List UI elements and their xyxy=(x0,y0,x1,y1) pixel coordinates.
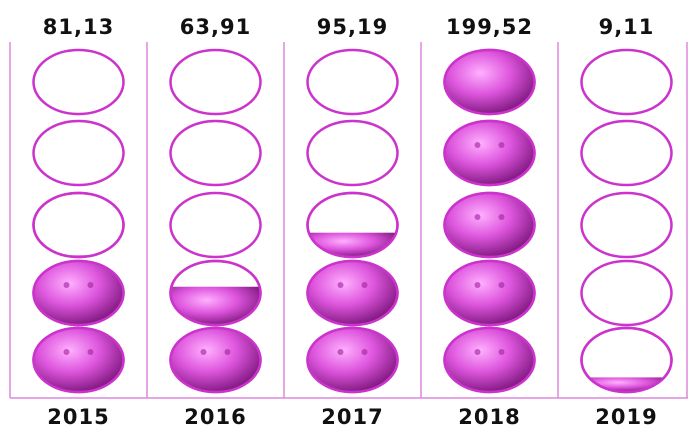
icon-fill xyxy=(170,328,261,392)
icon-rim xyxy=(306,259,399,327)
icon-fill xyxy=(33,328,124,392)
icon-outline xyxy=(580,48,673,116)
icon-rim xyxy=(169,326,262,394)
value-label: 63,91 xyxy=(180,15,251,39)
icon-fill xyxy=(444,193,535,257)
icon-rim xyxy=(443,48,536,116)
icon-fill xyxy=(581,377,672,392)
icon-eye xyxy=(87,282,94,288)
icon-outline xyxy=(169,48,262,116)
icon-eye xyxy=(337,282,344,288)
icon-eye xyxy=(87,349,94,355)
icon-eye xyxy=(474,142,481,148)
icon-fill xyxy=(444,328,535,392)
icon-fill xyxy=(444,261,535,325)
value-label: 199,52 xyxy=(446,15,533,39)
icon-eye xyxy=(474,214,481,220)
icon-eye xyxy=(498,214,505,220)
icon-rim xyxy=(443,191,536,259)
x-tick-label: 2017 xyxy=(321,405,383,429)
x-tick-label: 2019 xyxy=(595,405,657,429)
icon-outline xyxy=(169,119,262,187)
icon-rim xyxy=(443,119,536,187)
icon-fill xyxy=(33,261,124,325)
icon-fill xyxy=(307,232,398,257)
icon-eye xyxy=(498,349,505,355)
icon-eye xyxy=(63,349,70,355)
icon-fill xyxy=(307,328,398,392)
icon-eye xyxy=(224,349,231,355)
icon-eye xyxy=(498,142,505,148)
x-tick-label: 2016 xyxy=(184,405,246,429)
icon-rim xyxy=(32,259,125,327)
icon-eye xyxy=(337,349,344,355)
icon-eye xyxy=(498,282,505,288)
icon-rim xyxy=(169,259,262,327)
x-tick-label: 2015 xyxy=(47,405,109,429)
icon-fill xyxy=(444,50,535,114)
icon-eye xyxy=(200,349,207,355)
icon-fill xyxy=(170,286,261,325)
icon-outline xyxy=(580,191,673,259)
icon-outline xyxy=(580,119,673,187)
icon-rim xyxy=(32,191,125,259)
icon-rim xyxy=(443,326,536,394)
icon-outline xyxy=(580,259,673,327)
icon-eye xyxy=(474,349,481,355)
icon-rim xyxy=(32,326,125,394)
icon-rim xyxy=(580,326,673,394)
icon-rim xyxy=(306,326,399,394)
icon-fill xyxy=(444,121,535,185)
icon-eye xyxy=(361,282,368,288)
icon-outline xyxy=(306,48,399,116)
icon-outline xyxy=(32,119,125,187)
value-label: 81,13 xyxy=(43,15,114,39)
value-label: 9,11 xyxy=(599,15,655,39)
icon-outline xyxy=(32,48,125,116)
icon-rim xyxy=(443,259,536,327)
icon-fill xyxy=(307,261,398,325)
value-label: 95,19 xyxy=(317,15,388,39)
icon-eye xyxy=(361,349,368,355)
x-tick-label: 2018 xyxy=(458,405,520,429)
icon-eye xyxy=(474,282,481,288)
icon-outline xyxy=(306,119,399,187)
icon-eye xyxy=(63,282,70,288)
icon-rim xyxy=(306,191,399,259)
icon-outline xyxy=(169,191,262,259)
